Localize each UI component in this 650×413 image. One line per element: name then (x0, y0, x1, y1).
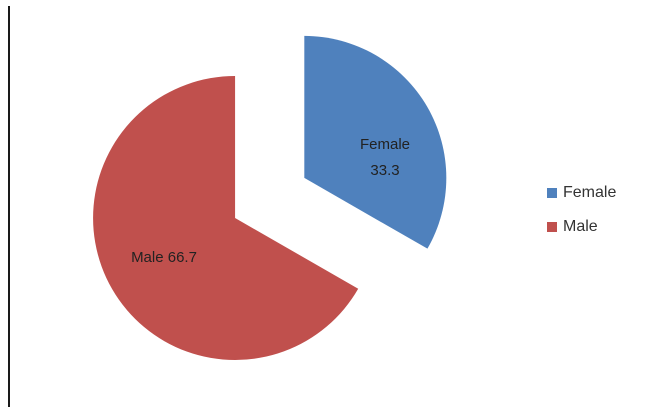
legend-swatch-female (547, 188, 557, 198)
pie-slices (93, 35, 447, 361)
legend-item-male: Male (547, 215, 647, 239)
legend-item-female: Female (547, 181, 647, 205)
data-label-female-value: 33.3 (370, 162, 399, 179)
legend-label-male: Male (563, 218, 598, 235)
pie-data-labels: Female 33.3 Male 66.7 (131, 136, 410, 266)
pie-slice-female (304, 35, 447, 249)
frame-left-border (8, 6, 10, 407)
legend-swatch-male (547, 222, 557, 232)
chart-legend: Female Male (547, 181, 647, 249)
legend-label-female: Female (563, 184, 617, 201)
pie-slice-male (93, 76, 359, 361)
data-label-male: Male 66.7 (131, 249, 197, 266)
data-label-female-name: Female (360, 136, 410, 153)
